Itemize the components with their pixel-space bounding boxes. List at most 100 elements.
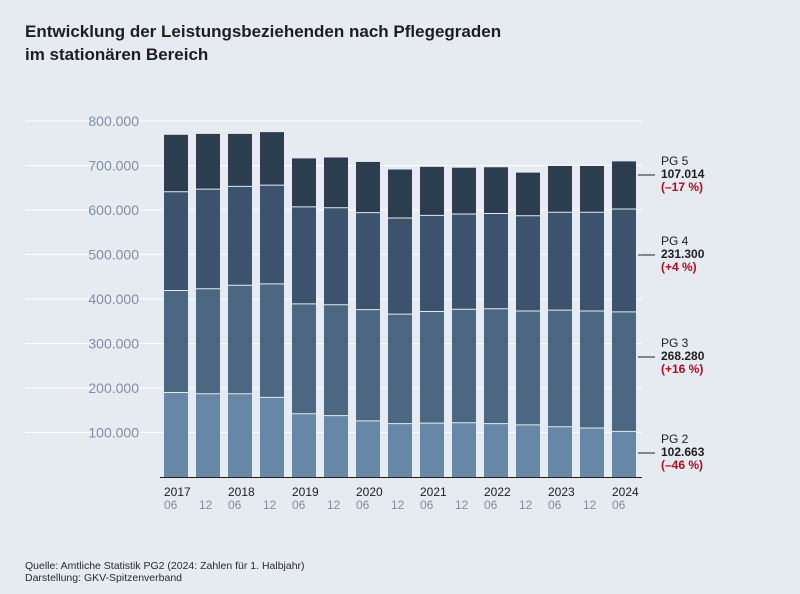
bar-segment-pg2 [548, 426, 572, 477]
y-tick-label: 500.000 [88, 247, 139, 263]
bar-segment-pg3 [420, 311, 444, 424]
x-tick-month: 12 [455, 498, 469, 512]
bar-segment-pg4 [356, 212, 380, 310]
bar-segment-pg4 [452, 214, 476, 310]
bar-segment-pg3 [292, 303, 316, 414]
bar-segment-pg5 [420, 166, 444, 216]
x-tick-year: 2017 [164, 485, 191, 499]
bar-segment-pg2 [580, 428, 604, 477]
bar-segment-pg3 [484, 308, 508, 424]
bar-segment-pg4 [260, 185, 284, 284]
chart-footer: Quelle: Amtliche Statistik PG2 (2024: Za… [25, 560, 305, 584]
bar-segment-pg5 [292, 158, 316, 207]
chart-title-line-1: Entwicklung der Leistungsbeziehenden nac… [25, 22, 502, 41]
x-tick-month: 06 [356, 498, 370, 512]
bar-segment-pg4 [612, 209, 636, 312]
bar-segment-pg2 [356, 420, 380, 477]
bar-segment-pg5 [260, 132, 284, 186]
y-tick-label: 800.000 [88, 113, 139, 129]
bar-segment-pg5 [452, 167, 476, 215]
bar-segment-pg4 [324, 207, 348, 305]
bar-segment-pg2 [196, 393, 220, 477]
source-note: Quelle: Amtliche Statistik PG2 (2024: Za… [25, 560, 305, 572]
x-tick-year: 2023 [548, 485, 575, 499]
x-tick-month: 12 [199, 498, 213, 512]
bar-segment-pg3 [324, 304, 348, 416]
x-tick-month: 06 [548, 498, 562, 512]
x-tick-month: 12 [583, 498, 597, 512]
bar-segment-pg3 [356, 309, 380, 421]
bar-segment-pg4 [292, 206, 316, 304]
x-tick-month: 12 [263, 498, 277, 512]
annotation-value-pg2: 102.663 [661, 445, 705, 459]
x-tick-month: 06 [420, 498, 434, 512]
bar-segment-pg4 [388, 218, 412, 315]
bar-segment-pg4 [420, 215, 444, 312]
bar-segment-pg2 [228, 393, 252, 477]
x-tick-month: 06 [484, 498, 498, 512]
chart-title-line-2: im stationären Bereich [25, 45, 209, 64]
bar-segment-pg5 [196, 133, 220, 190]
bar-segment-pg2 [324, 415, 348, 477]
chart-title: Entwicklung der Leistungsbeziehenden nac… [25, 20, 501, 66]
bar-segment-pg3 [452, 309, 476, 423]
bar-segment-pg4 [164, 191, 188, 291]
bar-segment-pg3 [548, 310, 572, 427]
bar-segment-pg4 [516, 215, 540, 312]
bar-segment-pg4 [580, 212, 604, 312]
y-tick-label: 700.000 [88, 158, 139, 174]
bar-segment-pg3 [164, 290, 188, 393]
annotation-value-pg3: 268.280 [661, 349, 705, 363]
bar-segment-pg2 [484, 423, 508, 477]
x-tick-year: 2021 [420, 485, 447, 499]
y-tick-label: 100.000 [88, 425, 139, 441]
annotation-change-pg3: (+16 %) [661, 362, 703, 376]
bar-segment-pg3 [260, 283, 284, 398]
bar-segment-pg5 [516, 172, 540, 216]
annotation-label-pg5: PG 5 [661, 154, 689, 168]
x-tick-month: 06 [292, 498, 306, 512]
x-tick-year: 2018 [228, 485, 255, 499]
bar-segment-pg5 [228, 133, 252, 187]
bar-segment-pg2 [452, 422, 476, 477]
bar-segment-pg2 [164, 392, 188, 477]
bar-segment-pg2 [612, 431, 636, 477]
annotation-change-pg5: (–17 %) [661, 180, 703, 194]
y-tick-label: 200.000 [88, 380, 139, 396]
bar-segment-pg3 [228, 285, 252, 394]
y-tick-label: 400.000 [88, 291, 139, 307]
bar-segment-pg2 [292, 413, 316, 477]
bar-segment-pg5 [484, 167, 508, 214]
annotation-label-pg2: PG 2 [661, 432, 689, 446]
y-tick-label: 600.000 [88, 202, 139, 218]
x-tick-year: 2019 [292, 485, 319, 499]
bar-segment-pg4 [548, 212, 572, 311]
bar-segment-pg3 [196, 288, 220, 394]
bar-segment-pg2 [516, 424, 540, 477]
x-tick-year: 2020 [356, 485, 383, 499]
bar-segment-pg4 [196, 189, 220, 289]
x-tick-month: 06 [228, 498, 242, 512]
bar-segment-pg4 [484, 213, 508, 309]
annotation-label-pg4: PG 4 [661, 234, 689, 248]
bar-segment-pg5 [324, 157, 348, 208]
bar-segment-pg4 [228, 186, 252, 286]
x-tick-year: 2022 [484, 485, 511, 499]
bar-segment-pg3 [612, 311, 636, 432]
x-tick-month: 12 [519, 498, 533, 512]
bar-segment-pg3 [580, 311, 604, 429]
x-tick-year: 2024 [612, 485, 639, 499]
bar-segment-pg5 [548, 165, 572, 213]
x-tick-month: 12 [391, 498, 405, 512]
bar-segment-pg3 [388, 314, 412, 424]
bar-segment-pg2 [388, 423, 412, 477]
annotation-change-pg2: (–46 %) [661, 458, 703, 472]
bar-segment-pg5 [356, 161, 380, 213]
x-tick-month: 06 [164, 498, 178, 512]
y-tick-label: 300.000 [88, 336, 139, 352]
x-tick-month: 12 [327, 498, 341, 512]
annotation-value-pg5: 107.014 [661, 167, 705, 181]
annotation-value-pg4: 231.300 [661, 247, 705, 261]
bar-segment-pg5 [388, 169, 412, 219]
